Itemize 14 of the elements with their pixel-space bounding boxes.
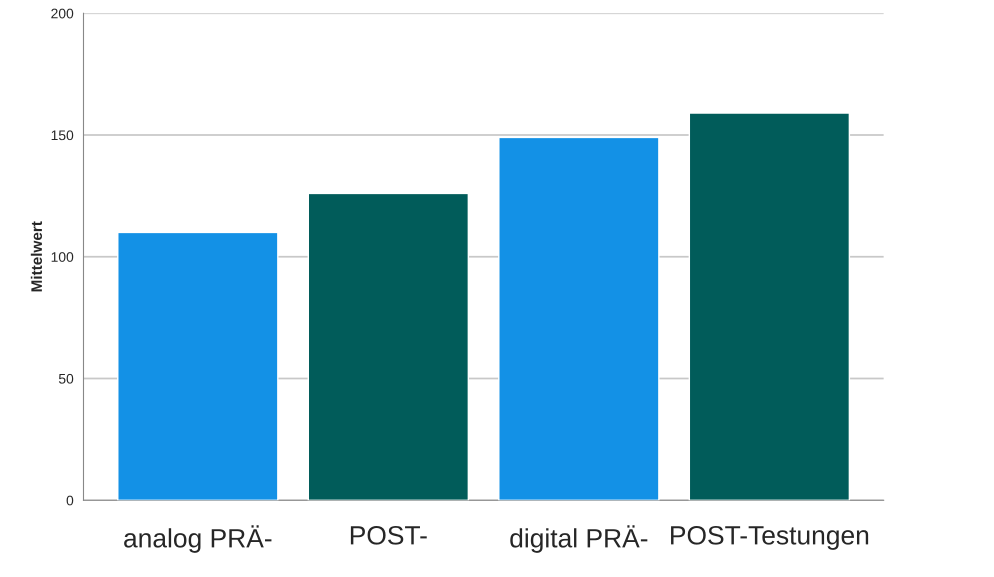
y-tick-label: 0 — [66, 496, 74, 506]
y-tick-label: 100 — [52, 252, 74, 262]
x-tick-label: POST- — [350, 526, 427, 545]
bar — [117, 232, 279, 500]
y-axis-title: Mittelwert — [30, 221, 42, 292]
bar — [308, 192, 470, 500]
x-tick-label: analog PRÄ- — [124, 525, 272, 553]
bar — [688, 112, 850, 500]
y-tick-label: 50 — [58, 374, 74, 384]
bar — [498, 136, 660, 500]
y-tick-label: 200 — [51, 8, 74, 18]
x-tick-label: POST-Testungen — [671, 526, 868, 550]
y-tick-label: 150 — [52, 130, 74, 140]
x-tick-label: digital PRÄ- — [510, 525, 648, 553]
